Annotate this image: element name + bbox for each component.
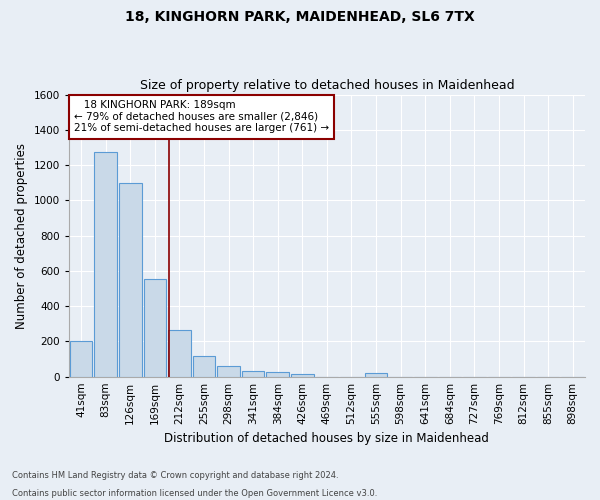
Title: Size of property relative to detached houses in Maidenhead: Size of property relative to detached ho… (140, 79, 514, 92)
Y-axis label: Number of detached properties: Number of detached properties (15, 142, 28, 328)
Text: 18 KINGHORN PARK: 189sqm
← 79% of detached houses are smaller (2,846)
21% of sem: 18 KINGHORN PARK: 189sqm ← 79% of detach… (74, 100, 329, 134)
Text: Contains HM Land Registry data © Crown copyright and database right 2024.: Contains HM Land Registry data © Crown c… (12, 471, 338, 480)
X-axis label: Distribution of detached houses by size in Maidenhead: Distribution of detached houses by size … (164, 432, 490, 445)
Bar (365, 373, 388, 376)
Bar (266, 372, 289, 376)
Bar (193, 356, 215, 376)
Text: Contains public sector information licensed under the Open Government Licence v3: Contains public sector information licen… (12, 488, 377, 498)
Bar (94, 152, 117, 376)
Bar (291, 374, 314, 376)
Bar (119, 182, 142, 376)
Bar (70, 342, 92, 376)
Bar (168, 330, 191, 376)
Bar (242, 370, 265, 376)
Text: 18, KINGHORN PARK, MAIDENHEAD, SL6 7TX: 18, KINGHORN PARK, MAIDENHEAD, SL6 7TX (125, 10, 475, 24)
Bar (143, 279, 166, 376)
Bar (217, 366, 240, 376)
